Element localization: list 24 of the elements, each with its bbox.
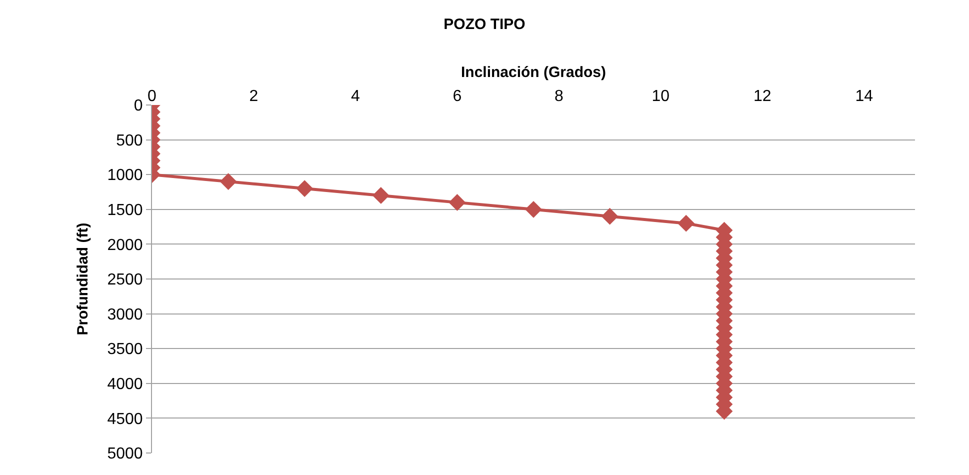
y-tick-label: 500	[116, 132, 143, 150]
y-tick-label: 2500	[107, 272, 143, 289]
y-tick-label: 4000	[107, 376, 143, 393]
y-tick-label: 5000	[107, 446, 143, 463]
y-tick-label: 3500	[107, 341, 143, 358]
x-axis-title: Inclinación (Grados)	[460, 64, 606, 82]
x-tick-label: 2	[249, 88, 258, 105]
x-tick-label: 12	[754, 88, 772, 105]
x-tick-label: 0	[148, 88, 157, 105]
point	[525, 200, 542, 218]
point	[601, 208, 618, 225]
x-tick-label: 4	[351, 88, 360, 105]
x-tick-label: 10	[652, 88, 670, 105]
x-tick-label: 14	[855, 88, 874, 105]
x-tick-label: 8	[554, 88, 564, 105]
y-axis-title: Profundidad (ft)	[74, 222, 92, 336]
y-tick-label: 1000	[107, 167, 143, 184]
y-tick-label: 3000	[107, 306, 143, 324]
chart-title: POZO TIPO	[444, 16, 526, 33]
point	[678, 214, 695, 232]
y-tick-label: 2000	[107, 236, 143, 254]
y-tick-label: 1500	[107, 202, 143, 219]
y-tick-label: 4500	[107, 410, 143, 428]
x-tick-label: 6	[452, 88, 462, 105]
